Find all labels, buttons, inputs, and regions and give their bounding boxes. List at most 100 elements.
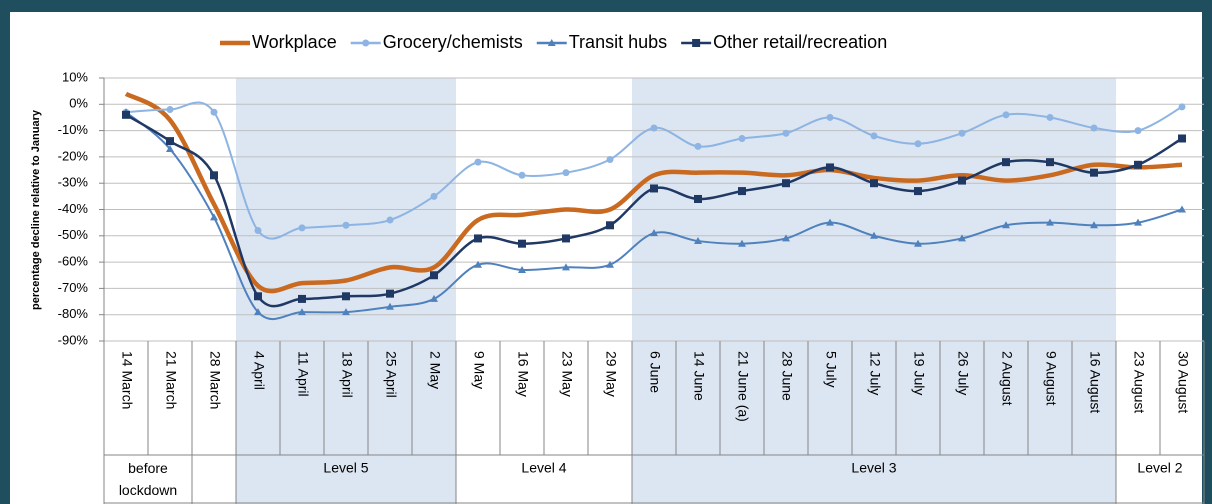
marker xyxy=(166,145,174,153)
marker xyxy=(166,137,174,146)
marker xyxy=(1090,221,1098,229)
marker xyxy=(474,260,482,268)
x-tick-label: 23 May xyxy=(559,351,575,397)
marker xyxy=(298,224,306,232)
y-tick-label: -70% xyxy=(58,280,89,295)
y-tick-label: -80% xyxy=(58,306,89,321)
marker xyxy=(958,176,966,185)
x-tick-label: 14 June xyxy=(691,351,707,401)
marker xyxy=(342,292,350,301)
marker xyxy=(606,156,614,164)
marker xyxy=(1002,158,1010,167)
marker xyxy=(958,234,966,242)
marker xyxy=(210,171,218,180)
marker xyxy=(1090,168,1098,177)
marker xyxy=(1046,158,1054,167)
marker xyxy=(254,308,262,316)
x-tick-label: 30 August xyxy=(1175,351,1191,413)
marker xyxy=(826,218,834,226)
marker xyxy=(606,260,614,268)
x-tick-label: 21 March xyxy=(163,351,179,409)
legend-marker xyxy=(362,39,370,47)
marker xyxy=(298,308,306,316)
x-tick-label: 16 August xyxy=(1087,351,1103,413)
x-tick-label: 23 August xyxy=(1131,351,1147,413)
marker xyxy=(298,294,306,303)
marker xyxy=(870,132,878,140)
marker xyxy=(870,231,878,239)
marker xyxy=(914,187,922,196)
marker xyxy=(342,221,350,229)
legend-label: Other retail/recreation xyxy=(713,32,887,52)
marker xyxy=(1178,103,1186,111)
marker xyxy=(562,263,570,271)
marker xyxy=(694,194,702,203)
x-tick-label: 5 July xyxy=(823,351,839,388)
marker xyxy=(386,216,394,224)
level-label: before lockdown xyxy=(119,460,177,498)
x-tick-label: 11 April xyxy=(295,351,311,397)
x-tick-label: 29 May xyxy=(603,351,619,397)
x-tick-label: 2 May xyxy=(427,351,443,389)
marker xyxy=(826,113,834,121)
marker xyxy=(782,179,790,188)
series-line xyxy=(124,91,1183,294)
legend-label: Grocery/chemists xyxy=(383,32,523,52)
marker xyxy=(430,271,438,280)
level-label: Level 5 xyxy=(323,460,368,476)
marker xyxy=(518,265,526,273)
marker xyxy=(562,234,570,243)
x-tick-label: 9 August xyxy=(1043,351,1059,406)
marker xyxy=(210,108,218,116)
x-tick-label: 2 August xyxy=(999,351,1015,406)
legend-label: Transit hubs xyxy=(569,32,667,52)
marker xyxy=(606,221,614,230)
marker xyxy=(386,289,394,298)
level-label: Level 2 xyxy=(1137,460,1182,476)
marker xyxy=(738,239,746,247)
legend-marker xyxy=(692,39,701,47)
marker xyxy=(914,140,922,148)
marker xyxy=(474,234,482,243)
x-tick-label: 14 March xyxy=(119,351,135,409)
level-label: Level 3 xyxy=(851,460,896,476)
x-tick-label: 25 April xyxy=(383,351,399,398)
x-tick-label: 28 March xyxy=(207,351,223,409)
legend-label: Workplace xyxy=(252,32,337,52)
level-shading xyxy=(632,78,1116,504)
marker xyxy=(1134,218,1142,226)
marker xyxy=(826,163,834,172)
marker xyxy=(430,192,438,200)
marker xyxy=(342,308,350,316)
marker xyxy=(386,302,394,310)
y-tick-label: -20% xyxy=(58,148,89,163)
marker xyxy=(1134,127,1142,135)
marker xyxy=(562,169,570,177)
x-tick-label: 12 July xyxy=(867,351,883,395)
marker xyxy=(650,229,658,237)
marker xyxy=(650,124,658,132)
marker xyxy=(782,129,790,137)
marker xyxy=(518,239,526,248)
marker xyxy=(518,171,526,179)
x-tick-label: 4 April xyxy=(251,351,267,390)
y-tick-label: -10% xyxy=(58,122,89,137)
x-tick-label: 28 June xyxy=(779,351,795,401)
legend: Workplace Grocery/chemists Transit hubs Oth… xyxy=(220,32,887,52)
y-tick-label: 10% xyxy=(62,69,88,84)
marker xyxy=(1046,113,1054,121)
marker xyxy=(474,158,482,166)
x-tick-label: 16 May xyxy=(515,351,531,397)
marker xyxy=(254,227,262,235)
marker xyxy=(1002,221,1010,229)
x-tick-label: 21 June (a) xyxy=(735,351,751,422)
marker xyxy=(1046,218,1054,226)
x-tick-label: 26 July xyxy=(955,351,971,395)
level-label: Level 4 xyxy=(521,460,566,476)
marker xyxy=(650,184,658,193)
marker xyxy=(254,292,262,301)
y-tick-label: -90% xyxy=(58,332,89,347)
marker xyxy=(738,134,746,142)
x-tick-label: 6 June xyxy=(647,351,663,393)
